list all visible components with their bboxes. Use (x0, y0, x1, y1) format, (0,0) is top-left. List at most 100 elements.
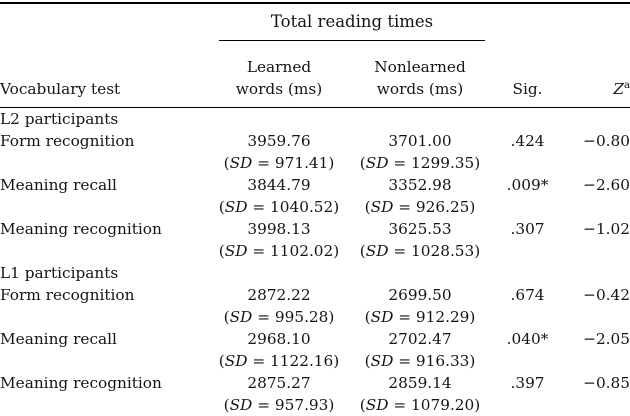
table-row: Meaning recognition 3998.13 (SD = 1102.02)… (0, 218, 630, 262)
sd-label: SD (370, 308, 394, 326)
table-row: Meaning recall 3844.79 (SD = 1040.52) 3352.… (0, 174, 630, 218)
sd-paren-close: ) (474, 154, 481, 172)
sd-equals: = (393, 352, 416, 370)
z-value: −2.05 (583, 330, 630, 348)
header-nonlearned-line2: words (ms) (376, 80, 464, 98)
row-test-label: Meaning recall (0, 176, 117, 194)
sd-paren-open: ( (359, 396, 366, 414)
sd-equals: = (247, 198, 271, 216)
z-value: −0.42 (583, 286, 630, 304)
sd-value: 1079.20 (411, 396, 475, 414)
nonlearned-cell: 3701.00 (SD = 1299.35) (345, 130, 495, 174)
nonlearned-sd: (SD = 916.33) (345, 350, 495, 372)
header-nonlearned-words: Nonlearned words (ms) (345, 40, 496, 108)
sd-equals: = (388, 154, 412, 172)
sd-equals: = (393, 198, 416, 216)
sd-paren-open: ( (218, 198, 225, 216)
z-value: −0.85 (583, 374, 630, 392)
nonlearned-mean: 3701.00 (388, 132, 452, 150)
sd-paren-close: ) (333, 242, 340, 260)
sd-label: SD (370, 198, 394, 216)
sd-paren-open: ( (364, 352, 371, 370)
learned-cell: 2872.22 (SD = 995.28) (213, 284, 345, 328)
sd-equals: = (252, 154, 275, 172)
header-z-superscript: a (624, 79, 630, 91)
nonlearned-mean: 3625.53 (388, 220, 452, 238)
table-row: Meaning recognition 2875.27 (SD = 957.93) 2… (0, 372, 630, 416)
nonlearned-cell: 3352.98 (SD = 926.25) (345, 174, 495, 218)
sd-paren-close: ) (469, 198, 476, 216)
sd-label: SD (229, 154, 253, 172)
sd-label: SD (224, 352, 248, 370)
nonlearned-sd: (SD = 1028.53) (345, 240, 495, 262)
spanner-row: Total reading times (0, 3, 630, 41)
sd-value: 916.33 (415, 352, 470, 370)
learned-mean: 2968.10 (247, 330, 311, 348)
z-value: −1.02 (583, 220, 630, 238)
sd-label: SD (229, 396, 253, 414)
header-vocabulary-test: Vocabulary test (0, 40, 213, 108)
row-test-label: Meaning recognition (0, 220, 162, 238)
sd-label: SD (229, 308, 253, 326)
sd-paren-open: ( (223, 396, 230, 414)
sd-equals: = (388, 242, 412, 260)
sd-paren-close: ) (333, 198, 340, 216)
sd-value: 957.93 (274, 396, 329, 414)
nonlearned-cell: 2699.50 (SD = 912.29) (345, 284, 495, 328)
spanner-spacer-left (0, 3, 213, 40)
sd-label: SD (365, 154, 389, 172)
nonlearned-mean: 2702.47 (388, 330, 452, 348)
sd-paren-open: ( (359, 154, 366, 172)
sd-value: 926.25 (415, 198, 470, 216)
sd-equals: = (247, 352, 271, 370)
sd-value: 971.41 (274, 154, 329, 172)
sd-equals: = (388, 396, 412, 414)
table-row: Meaning recall 2968.10 (SD = 1122.16) 2702.… (0, 328, 630, 372)
learned-mean: 3998.13 (247, 220, 311, 238)
section-row: L2 participants (0, 108, 630, 131)
learned-mean: 2872.22 (247, 286, 311, 304)
sd-paren-close: ) (469, 352, 476, 370)
learned-cell: 3844.79 (SD = 1040.52) (213, 174, 345, 218)
learned-cell: 3998.13 (SD = 1102.02) (213, 218, 345, 262)
spanner-spacer-z (560, 3, 630, 40)
sd-paren-close: ) (474, 242, 481, 260)
learned-cell: 2875.27 (SD = 957.93) (213, 372, 345, 416)
sd-paren-open: ( (359, 242, 366, 260)
sd-paren-open: ( (218, 352, 225, 370)
learned-mean: 3844.79 (247, 176, 311, 194)
sd-paren-close: ) (474, 396, 481, 414)
sd-equals: = (252, 308, 275, 326)
nonlearned-cell: 2859.14 (SD = 1079.20) (345, 372, 495, 416)
row-test-label: Form recognition (0, 132, 135, 150)
header-learned-line1: Learned (246, 58, 312, 76)
learned-sd: (SD = 1040.52) (213, 196, 345, 218)
sd-paren-open: ( (218, 242, 225, 260)
nonlearned-sd: (SD = 912.29) (345, 306, 495, 328)
sig-value: .307 (510, 220, 545, 238)
col-group-header: Total reading times (219, 4, 486, 41)
table-body: L2 participants Form recognition 3959.76 (S… (0, 108, 630, 416)
row-test-label: Meaning recognition (0, 374, 162, 392)
nonlearned-mean: 2699.50 (388, 286, 452, 304)
sd-value: 995.28 (274, 308, 329, 326)
nonlearned-mean: 2859.14 (388, 374, 452, 392)
header-learned-line2: words (ms) (235, 80, 323, 98)
sd-paren-open: ( (223, 308, 230, 326)
header-z: Za (560, 40, 630, 108)
sd-paren-close: ) (333, 352, 340, 370)
sd-label: SD (224, 242, 248, 260)
spanner-spacer-sig (495, 3, 560, 40)
sd-value: 1040.52 (270, 198, 334, 216)
nonlearned-sd: (SD = 926.25) (345, 196, 495, 218)
z-value: −0.80 (583, 132, 630, 150)
sd-paren-close: ) (328, 308, 335, 326)
sd-paren-open: ( (364, 198, 371, 216)
row-test-label: Meaning recall (0, 330, 117, 348)
section-label: L1 participants (0, 264, 119, 282)
sd-equals: = (393, 308, 416, 326)
learned-mean: 3959.76 (247, 132, 311, 150)
sd-label: SD (365, 396, 389, 414)
learned-mean: 2875.27 (247, 374, 311, 392)
